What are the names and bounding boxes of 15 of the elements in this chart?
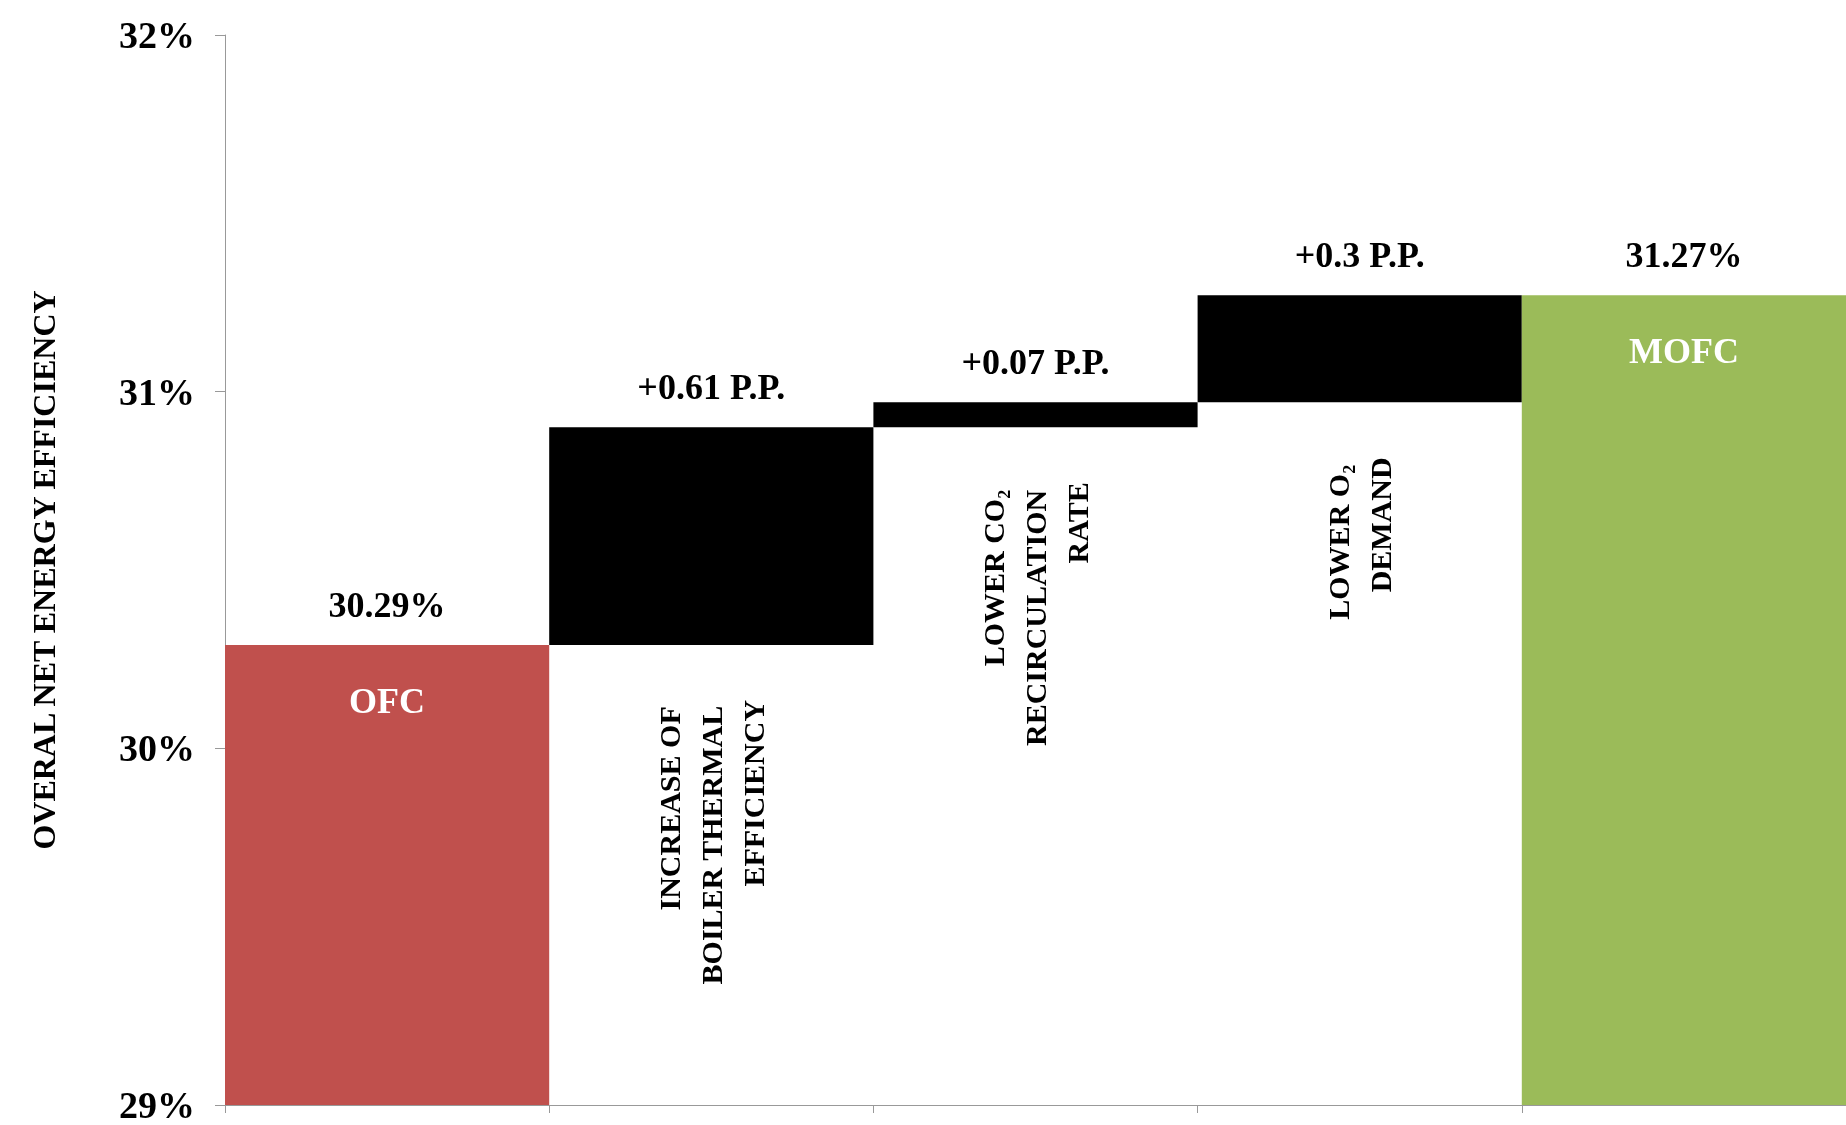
- y-tick-label: 32%: [119, 14, 195, 56]
- data-label: +0.07 P.P.: [961, 342, 1110, 383]
- x-tick-label: INCREASE OF BOILER THERMAL EFFICIENCY: [652, 699, 770, 985]
- y-axis-title: OVERAL NET ENERGY EFFICIENCY: [26, 290, 62, 850]
- x-tick-label: OFC: [349, 680, 426, 721]
- data-label: +0.3 P.P.: [1294, 235, 1425, 276]
- x-tick-label: MOFC: [1628, 331, 1739, 372]
- data-label: +0.61 P.P.: [637, 367, 786, 408]
- x-tick-label: LOWER CO₂ RECIRCULATION RATE: [977, 482, 1094, 746]
- data-label: 30.29%: [328, 584, 446, 625]
- y-tick-label: 30%: [119, 727, 195, 770]
- data-label: 31.27%: [1625, 235, 1743, 276]
- y-tick-label: 29%: [119, 1084, 195, 1125]
- x-tick-label: LOWER O₂ DEMAND: [1322, 457, 1398, 620]
- y-tick-label: 31%: [119, 370, 195, 413]
